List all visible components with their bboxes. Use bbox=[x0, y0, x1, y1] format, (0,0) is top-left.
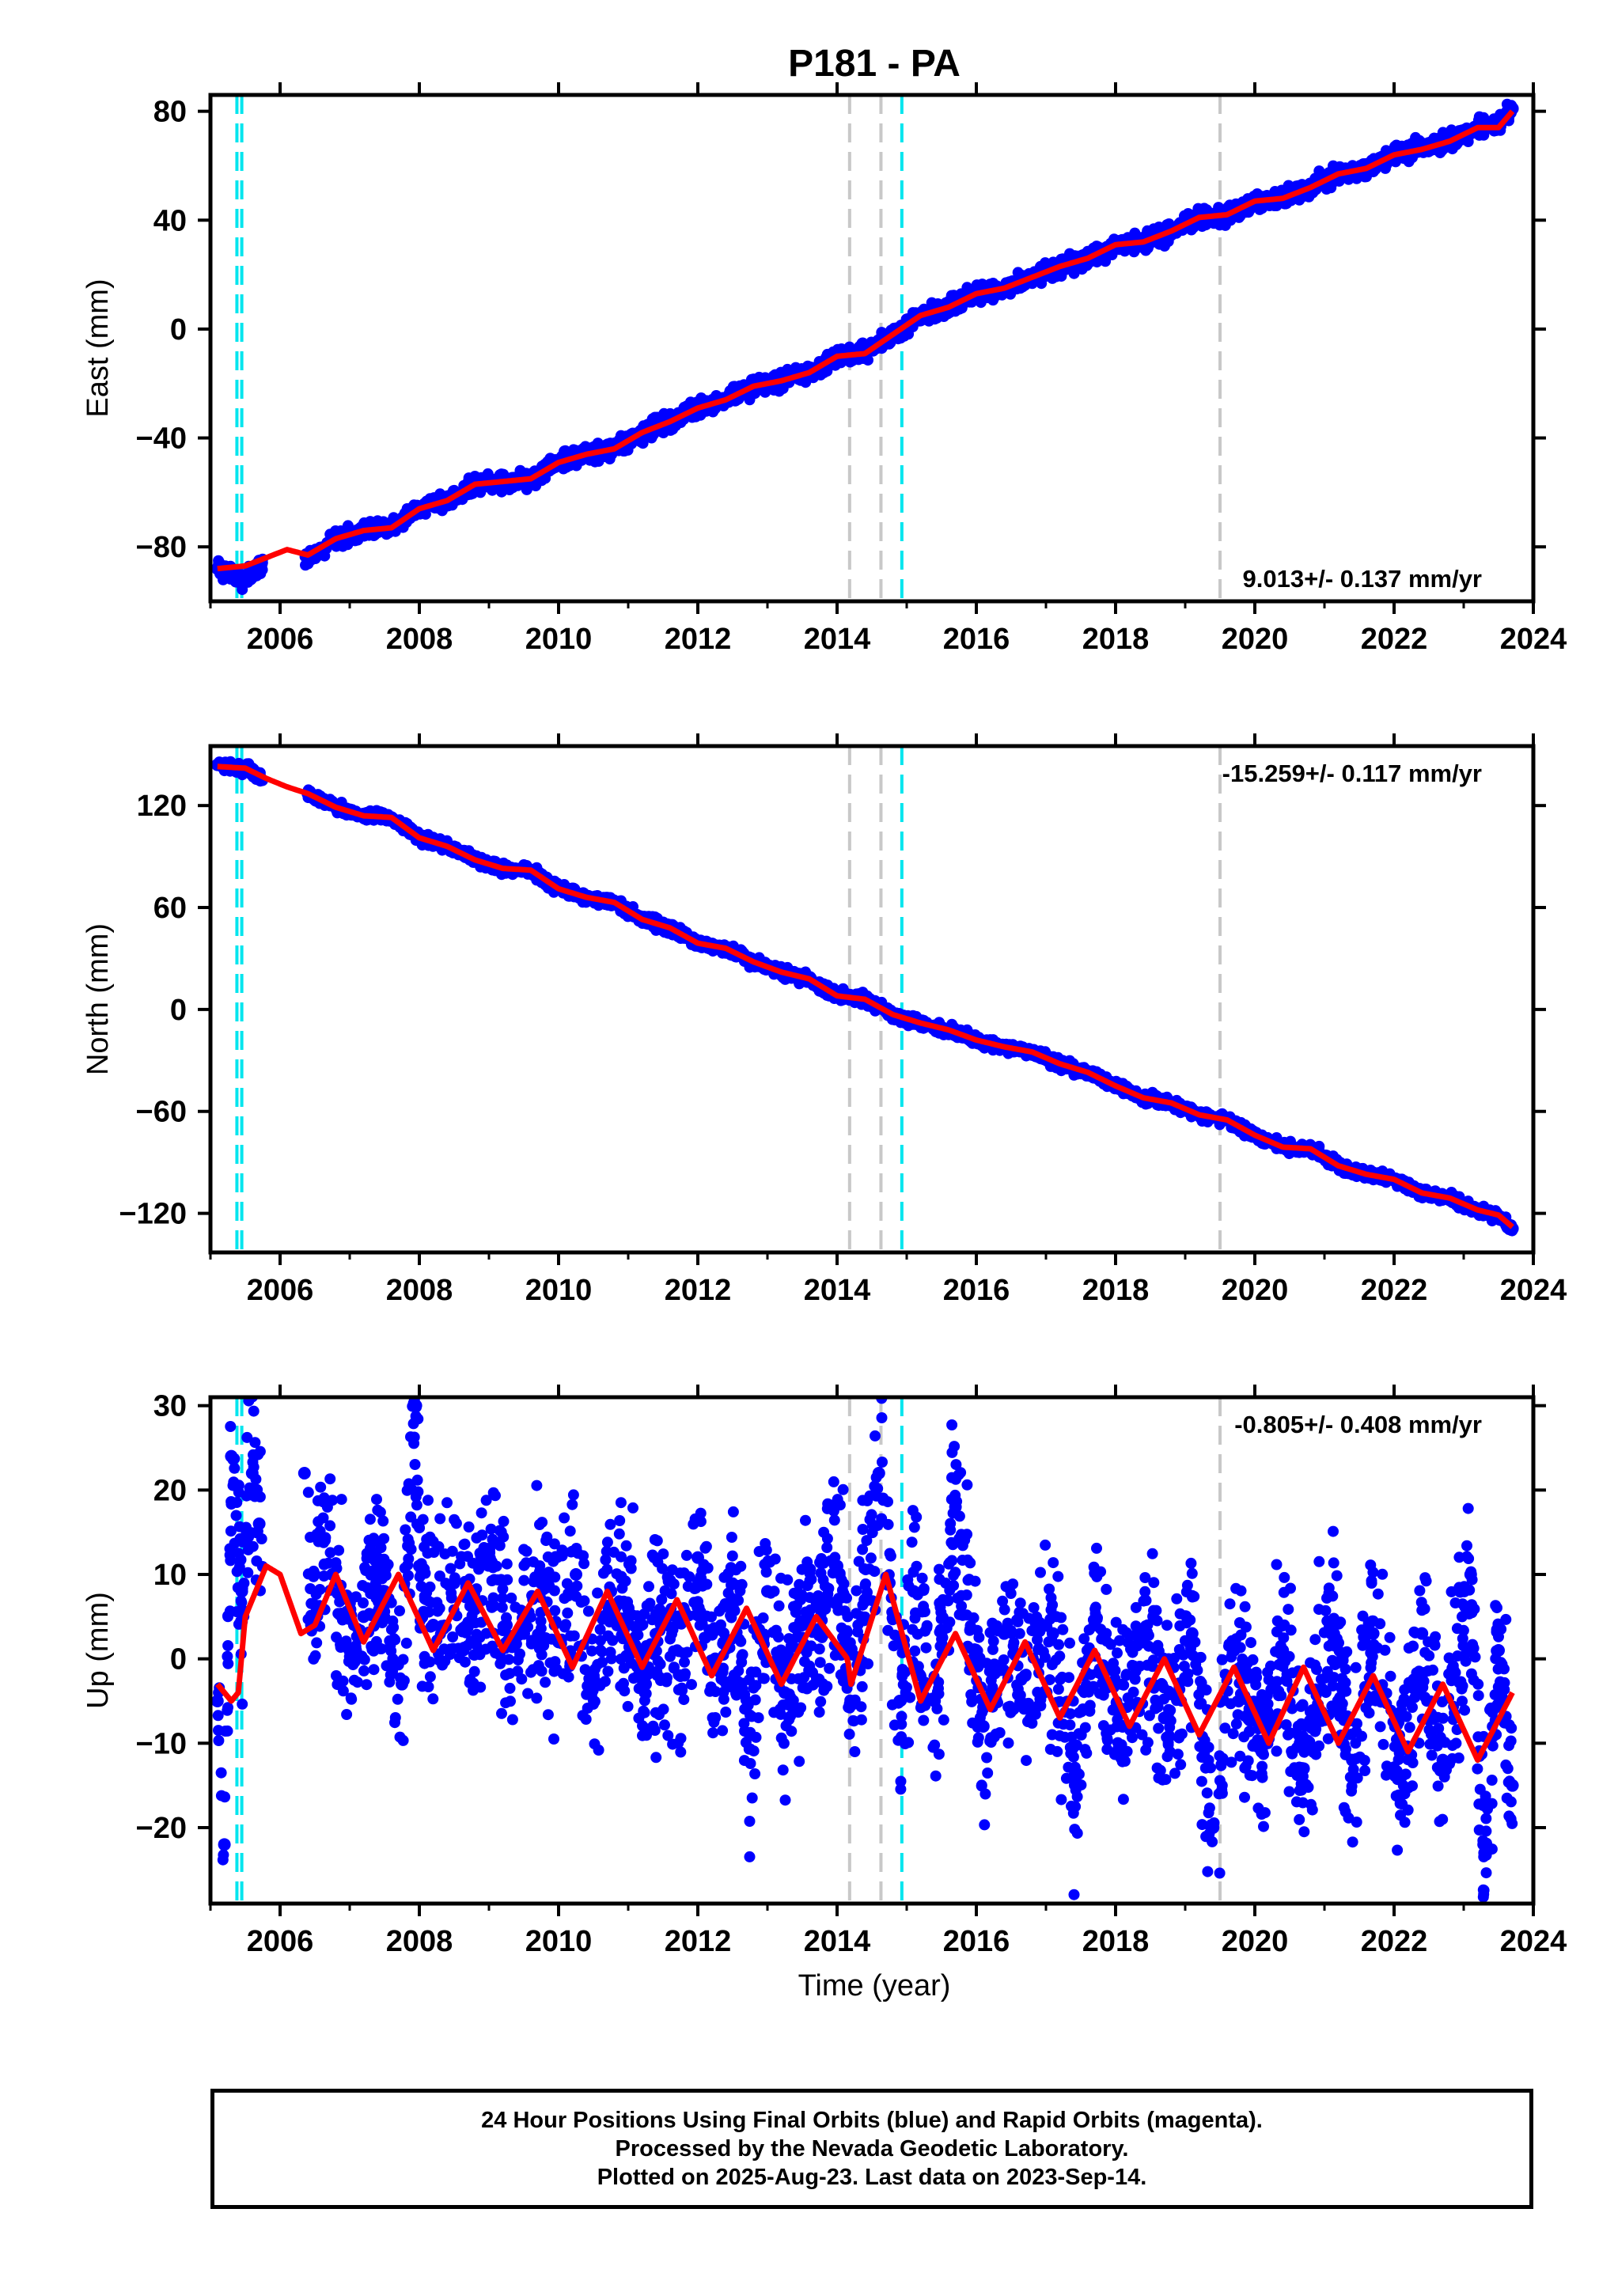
panels: 2006 2008 2010 2012 2014 2016 2018 2020 2022 2024… bbox=[81, 82, 1567, 1958]
data-point bbox=[239, 573, 252, 586]
position-dot bbox=[1214, 219, 1226, 231]
position-dot bbox=[857, 337, 869, 349]
model-line bbox=[216, 109, 1515, 572]
data-point bbox=[252, 562, 266, 575]
data-point bbox=[210, 562, 224, 575]
x-tick-label: 2012 bbox=[665, 623, 732, 656]
y-tick-label: −40 bbox=[136, 422, 187, 456]
x-tick-label: 2014 bbox=[804, 623, 871, 656]
position-dot bbox=[987, 278, 999, 289]
x-tick-label: 2018 bbox=[1082, 623, 1150, 656]
position-dot bbox=[1051, 271, 1063, 282]
x-tick-label: 2016 bbox=[943, 623, 1010, 656]
x-tick-label: 2020 bbox=[1222, 623, 1289, 656]
panel-east: 2006 2008 2010 2012 2014 2016 2018 2020 2022 2024… bbox=[81, 82, 1567, 656]
position-dot bbox=[428, 492, 440, 504]
y-tick-label: 0 bbox=[170, 313, 187, 347]
x-tick-label: 2022 bbox=[1361, 623, 1428, 656]
x-tick-label: 2008 bbox=[386, 623, 453, 656]
position-dot bbox=[1402, 139, 1414, 151]
y-tick-label: −80 bbox=[136, 531, 187, 564]
rate-label: 9.013+/- 0.137 mm/yr bbox=[1243, 565, 1482, 593]
plot-frame bbox=[208, 93, 1536, 604]
data-point bbox=[225, 567, 238, 581]
position-dot bbox=[1407, 152, 1418, 164]
position-dot bbox=[436, 505, 448, 517]
y-axis-label: East (mm) bbox=[81, 278, 115, 417]
panel-north: 2006 2008 2010 2012 2014 2016 2018 2020 2022 2024… bbox=[81, 733, 1567, 1307]
figure-title: P181 - PA bbox=[788, 43, 961, 85]
position-dot bbox=[876, 328, 888, 339]
x-tick-label: 2006 bbox=[247, 623, 314, 656]
dots-east bbox=[210, 98, 1519, 596]
x-tick-label: 2024 bbox=[1500, 623, 1567, 656]
position-dot bbox=[569, 444, 581, 456]
y-tick-label: 80 bbox=[153, 96, 187, 129]
x-tick-label: 2010 bbox=[525, 623, 593, 656]
y-tick-label: 40 bbox=[153, 204, 187, 237]
